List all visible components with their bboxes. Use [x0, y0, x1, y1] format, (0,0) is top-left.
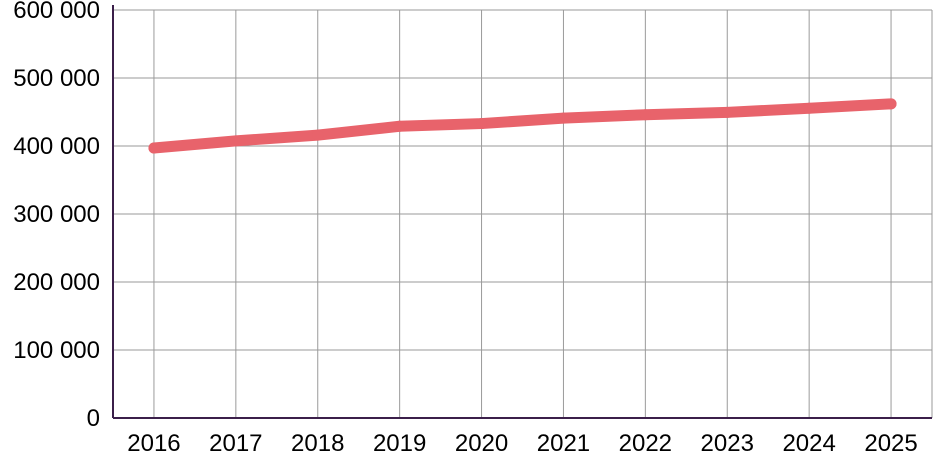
x-tick-label: 2017 [209, 430, 262, 457]
y-tick-label: 200 000 [13, 269, 100, 296]
data-point [148, 142, 160, 154]
grid-lines [113, 9, 933, 418]
x-tick-label: 2016 [127, 430, 180, 457]
series-line [148, 98, 897, 154]
data-point [885, 98, 897, 110]
data-point [721, 106, 733, 118]
x-tick-label: 2018 [291, 430, 344, 457]
x-tick-label: 2023 [701, 430, 754, 457]
x-tick-label: 2021 [537, 430, 590, 457]
y-tick-label: 100 000 [13, 337, 100, 364]
x-tick-label: 2019 [373, 430, 426, 457]
data-point [394, 120, 406, 132]
x-tick-label: 2022 [619, 430, 672, 457]
y-tick-label: 300 000 [13, 201, 100, 228]
axes [112, 5, 932, 419]
x-tick-label: 2025 [864, 430, 917, 457]
x-tick-label: 2024 [782, 430, 835, 457]
data-point [230, 135, 242, 147]
data-point [312, 129, 324, 141]
data-point [476, 118, 488, 130]
data-point [639, 109, 651, 121]
y-tick-label: 400 000 [13, 133, 100, 160]
y-tick-label: 500 000 [13, 65, 100, 92]
y-tick-label: 0 [87, 405, 100, 432]
data-point [803, 102, 815, 114]
x-tick-labels: 2016 2017 2018 2019 2020 2021 2022 2023 2024 2025 [127, 430, 917, 457]
y-tick-label: 600 000 [13, 0, 100, 24]
x-tick-label: 2020 [455, 430, 508, 457]
y-tick-labels: 0 100 000 200 000 300 000 400 000 500 000 600 … [13, 0, 100, 432]
series-lines [148, 98, 897, 154]
data-point [557, 112, 569, 124]
